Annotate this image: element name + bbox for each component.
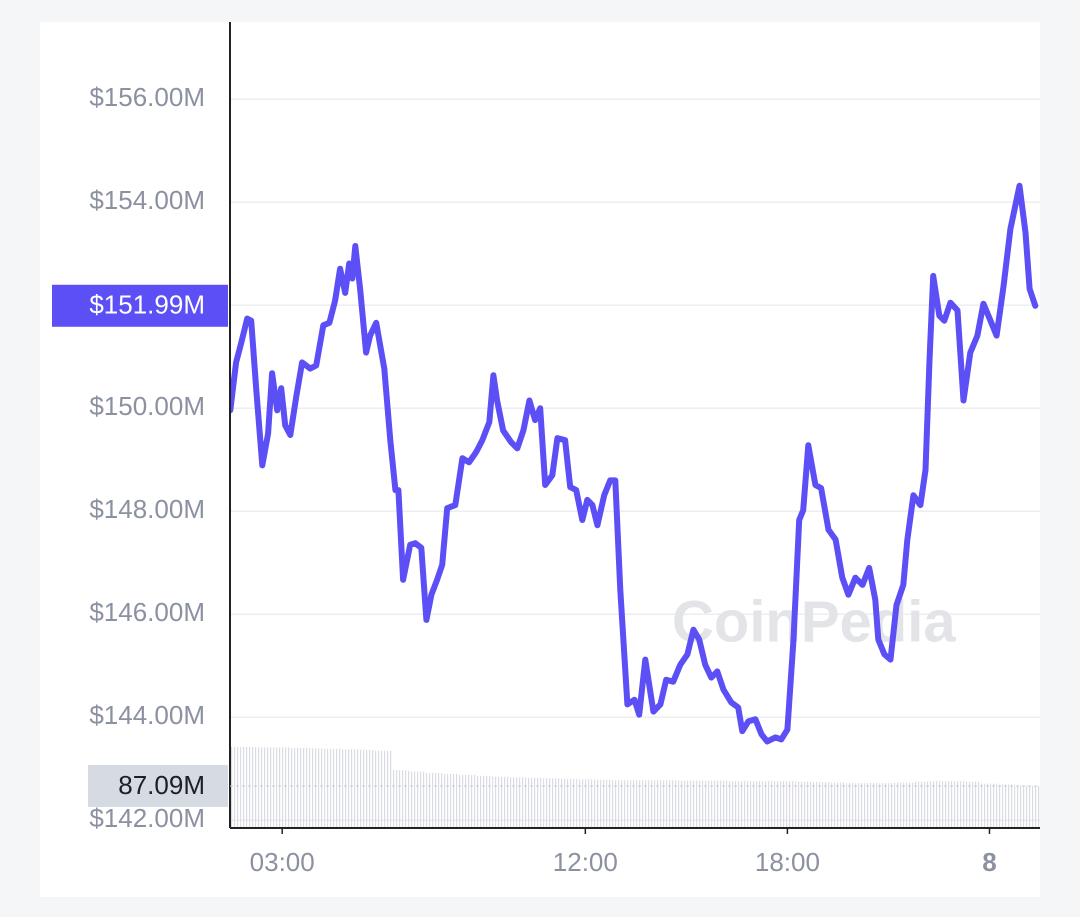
volume-bar bbox=[846, 783, 864, 828]
y-tick-label: $142.00M bbox=[89, 803, 205, 833]
volume-bar bbox=[307, 748, 325, 828]
volume-bar bbox=[560, 778, 577, 828]
volume-bar bbox=[745, 781, 763, 828]
volume-bar bbox=[913, 781, 931, 828]
y-tick-label: $144.00M bbox=[89, 700, 205, 730]
volume-bar bbox=[829, 782, 847, 828]
value-marker-label: 87.09M bbox=[118, 770, 205, 800]
volume-bar bbox=[240, 746, 257, 828]
x-tick-label: 12:00 bbox=[553, 847, 618, 877]
volume-bar bbox=[930, 781, 948, 828]
value-marker-label: $151.99M bbox=[89, 290, 205, 320]
volume-bar bbox=[964, 781, 982, 828]
volume-bar bbox=[256, 747, 274, 828]
volume-bar bbox=[661, 780, 678, 828]
volume-bar bbox=[509, 777, 527, 828]
volume-bar bbox=[273, 747, 291, 828]
volume-bar bbox=[694, 780, 712, 828]
value-marker bbox=[52, 284, 228, 327]
volume-bar bbox=[1031, 785, 1040, 828]
volume-bar bbox=[762, 781, 779, 828]
volume-bar bbox=[711, 780, 729, 828]
volume-bar bbox=[880, 783, 897, 828]
labels: $142.00M $144.00M $146.00M $148.00M $150.00M… bbox=[52, 82, 1040, 877]
volume-bar bbox=[593, 779, 611, 828]
value-marker bbox=[88, 764, 228, 807]
volume-bar bbox=[543, 778, 561, 828]
volume-bar bbox=[896, 782, 914, 828]
volume-bar bbox=[863, 783, 881, 828]
volume-bar bbox=[475, 775, 493, 828]
volume-bar bbox=[644, 780, 662, 828]
x-tick-label: 03:00 bbox=[250, 847, 315, 877]
y-tick-label: $146.00M bbox=[89, 597, 205, 627]
volume-bar bbox=[459, 774, 476, 828]
volume-bar bbox=[442, 773, 460, 828]
volume-bar bbox=[324, 748, 342, 828]
volume-bar bbox=[341, 749, 358, 828]
volume-bar bbox=[357, 749, 375, 828]
volume-bar bbox=[728, 781, 746, 828]
volume-bar bbox=[576, 779, 594, 828]
price-line bbox=[231, 182, 1039, 745]
volume-bar bbox=[391, 770, 409, 828]
y-tick-label: $156.00M bbox=[89, 82, 205, 112]
volume-bar bbox=[408, 771, 426, 828]
volume-bar bbox=[778, 781, 796, 828]
volume-bar bbox=[610, 780, 628, 828]
volume-bar bbox=[492, 776, 510, 828]
volume-bar bbox=[627, 780, 645, 828]
volume-bar bbox=[231, 746, 241, 828]
volume-bar bbox=[290, 747, 308, 828]
volume-bar bbox=[374, 750, 392, 828]
y-tick-label: $148.00M bbox=[89, 494, 205, 524]
volume-bar bbox=[947, 781, 965, 828]
volume-bar bbox=[1014, 785, 1032, 828]
volume-bars bbox=[231, 746, 1040, 828]
volume-bar bbox=[425, 772, 443, 828]
volume-bar bbox=[981, 783, 998, 828]
x-tick-label: 8 bbox=[982, 847, 996, 877]
y-tick-label: $154.00M bbox=[89, 185, 205, 215]
x-tick-label: 18:00 bbox=[755, 847, 820, 877]
price-line bbox=[231, 182, 1039, 745]
volume-bar bbox=[526, 777, 544, 828]
volume-bar bbox=[677, 780, 695, 828]
volume-bar bbox=[812, 782, 830, 828]
y-tick-label: $150.00M bbox=[89, 391, 205, 421]
watermark: CoinPedia bbox=[672, 589, 956, 654]
volume-bar bbox=[997, 784, 1015, 828]
volume-bar bbox=[795, 781, 813, 828]
card bbox=[40, 22, 1040, 897]
